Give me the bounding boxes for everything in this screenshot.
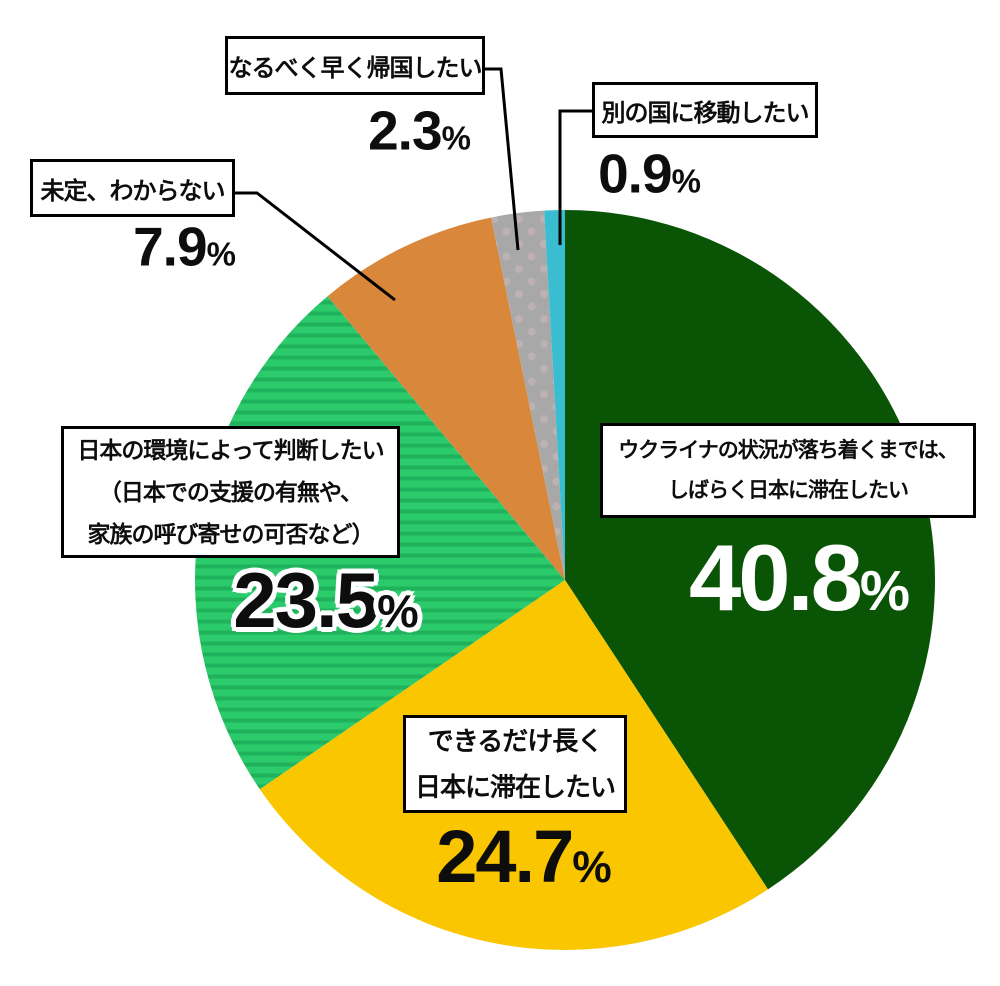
pie-slice-return-home-soon (491, 210, 565, 580)
label-text-line-2: 日本に滞在したい (414, 772, 616, 802)
value-number: 40.8 (688, 525, 863, 630)
value-number: 2.3 (368, 99, 442, 162)
value-label-return-early: 2.3% (368, 103, 471, 159)
value-label-stay-until-settled: 40.8% (689, 531, 910, 625)
value-number: 23.5 (233, 556, 379, 644)
label-text-line-2: しばらく日本に滞在したい (668, 478, 909, 502)
value-unit: % (206, 235, 236, 273)
value-unit: % (572, 843, 612, 892)
pie-slice-stay-until-settled (565, 210, 936, 890)
value-unit: % (859, 559, 910, 622)
value-unit: % (441, 119, 471, 157)
label-text-line-1: できるだけ長く (427, 726, 603, 756)
leader-lines (235, 67, 592, 302)
label-text: 未定、わからない (40, 177, 226, 205)
pie-slice-move-to-another-country (544, 210, 565, 580)
label-text-line-3: 家族の呼び寄せの可否など） (87, 521, 375, 547)
label-box-stay-as-long-as-possible: できるだけ長く 日本に滞在したい (403, 715, 627, 813)
value-number: 24.7 (436, 815, 574, 898)
label-box-undecided: 未定、わからない (30, 159, 235, 217)
value-label-move-country: 0.9% (598, 146, 701, 202)
leader-line-undecided (235, 191, 396, 302)
value-label-stay-as-long-as-possible: 24.7% (436, 820, 612, 894)
value-label-undecided: 7.9% (133, 219, 236, 275)
label-text-line-2: （日本での支援の有無や、 (98, 479, 363, 505)
pie-slice-undecided (327, 217, 565, 580)
label-box-stay-until-settled: ウクライナの状況が落ち着くまでは、 しばらく日本に滞在したい (600, 423, 976, 518)
value-unit: % (377, 585, 419, 637)
value-number: 7.9 (133, 215, 207, 278)
label-box-move-country: 別の国に移動したい (592, 82, 818, 138)
value-number: 0.9 (598, 142, 672, 205)
label-text: 別の国に移動したい (601, 99, 810, 127)
leader-line-return-early (485, 67, 520, 251)
label-text-line-1: 日本の環境によって判断したい (77, 437, 384, 463)
value-label-judge-environment: 23.5% (233, 561, 419, 639)
label-text: なるべく早く帰国したい (228, 55, 483, 82)
value-unit: % (671, 162, 701, 200)
label-text-line-1: ウクライナの状況が落ち着くまでは、 (618, 438, 959, 462)
label-box-return-early: なるべく早く帰国したい (225, 36, 485, 95)
leader-line-move-country (558, 109, 592, 245)
label-box-judge-environment: 日本の環境によって判断したい （日本での支援の有無や、 家族の呼び寄せの可否など… (61, 426, 400, 558)
